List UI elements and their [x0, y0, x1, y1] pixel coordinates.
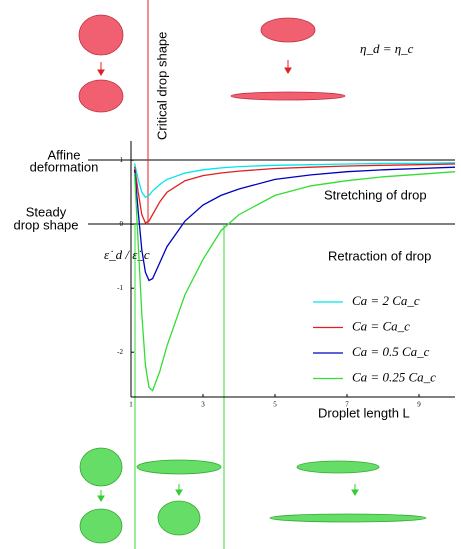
x-tick-label: 7 [345, 401, 349, 409]
x-tick-label: 3 [201, 401, 205, 409]
retraction-label: Retraction of drop [328, 248, 431, 263]
steady-label: drop shape [13, 217, 78, 232]
stretching-label: Stretching of drop [324, 187, 427, 202]
y-tick-label: -2 [117, 348, 123, 356]
x-axis-label: Droplet length L [318, 405, 410, 420]
steady-label: Steady [26, 204, 67, 219]
green-drops [79, 447, 427, 544]
legend-label: Ca = 2 Ca_c [352, 293, 420, 308]
affine-label: Affine [47, 147, 80, 162]
critical-label: Critical drop shape [154, 32, 169, 140]
red-arrows [97, 60, 292, 76]
x-tick-label: 1 [129, 401, 133, 409]
affine-label: deformation [30, 159, 99, 174]
x-tick-label: 9 [417, 401, 421, 409]
y-tick-label: 1 [120, 156, 124, 164]
equation: η_d = η_c [360, 41, 414, 56]
series-line [133, 166, 456, 282]
y-tick-label: -1 [117, 284, 123, 292]
legend-label: Ca = 0.25 Ca_c [352, 369, 436, 384]
series-line [133, 163, 456, 224]
green-arrows [97, 484, 359, 502]
legend-label: Ca = Ca_c [352, 318, 410, 333]
series-line [133, 171, 456, 392]
legend-label: Ca = 0.5 Ca_c [352, 344, 430, 359]
y-tick-label: 0 [120, 220, 124, 228]
red-drops [78, 14, 346, 113]
x-tick-label: 5 [273, 401, 277, 409]
series-line [133, 162, 456, 199]
